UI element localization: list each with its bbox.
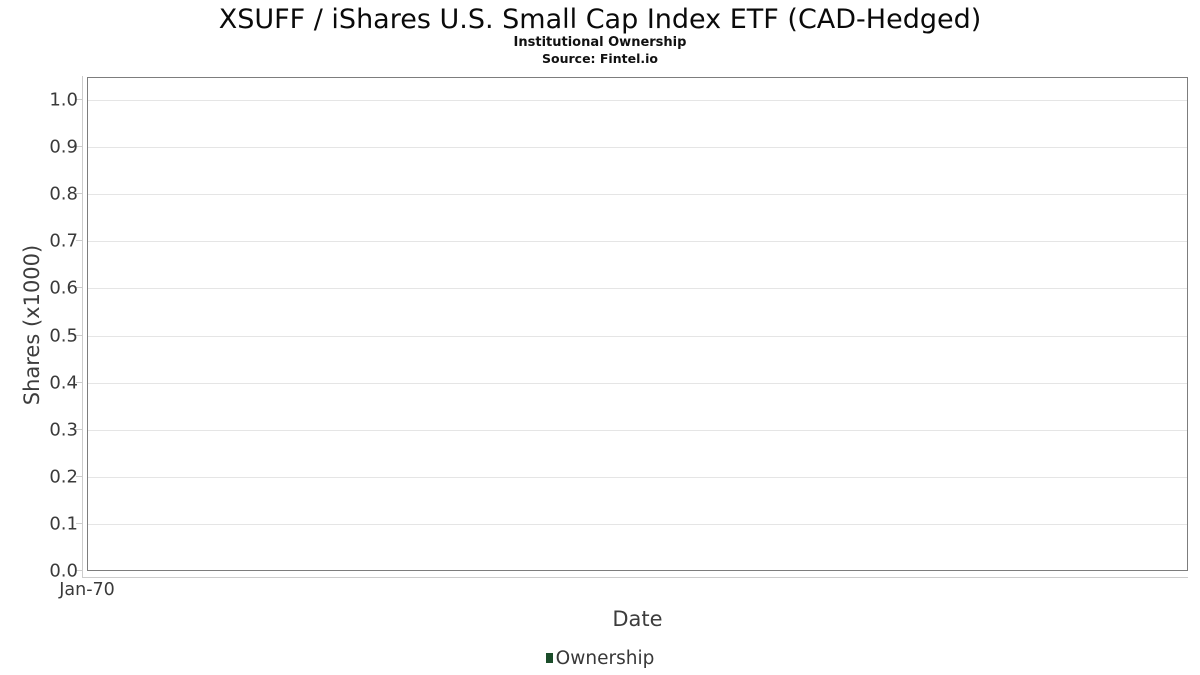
y-tick-mark <box>76 99 83 100</box>
gridline <box>88 429 1187 431</box>
gridline <box>88 382 1187 384</box>
chart-source-credit: Source: Fintel.io <box>542 51 658 66</box>
y-tick-label: 0.7 <box>49 230 78 252</box>
legend-item-ownership: Ownership <box>545 647 655 669</box>
y-tick-mark <box>76 570 83 571</box>
y-tick-label: 0.9 <box>49 136 78 158</box>
y-tick-label: 0.5 <box>49 325 78 346</box>
y-tick-label: 0.6 <box>49 277 78 299</box>
legend-label: Ownership <box>555 647 655 669</box>
x-axis-line <box>82 577 1188 578</box>
y-tick-mark <box>76 193 83 195</box>
gridline <box>88 335 1187 337</box>
gridline <box>88 288 1187 290</box>
gridline <box>88 523 1187 525</box>
x-axis-title: Date <box>612 607 663 631</box>
gridline <box>88 147 1187 149</box>
y-tick-label: 0.1 <box>49 513 78 535</box>
y-tick-mark <box>76 240 83 242</box>
x-tick-label: Jan-70 <box>59 580 115 600</box>
y-tick-label: 0.3 <box>49 419 78 441</box>
gridline <box>88 241 1187 243</box>
y-tick-label: 0.2 <box>49 466 78 488</box>
y-tick-label: 1.0 <box>49 89 78 111</box>
chart-title: XSUFF / iShares U.S. Small Cap Index ETF… <box>218 4 982 35</box>
y-tick-mark <box>76 522 83 524</box>
gridline <box>88 476 1187 478</box>
y-tick-label: 0.0 <box>49 560 78 582</box>
legend-swatch-icon <box>545 653 553 663</box>
plot-area <box>87 77 1188 571</box>
gridline <box>88 100 1187 101</box>
y-axis-title: Shares (x1000) <box>20 244 44 406</box>
y-tick-mark <box>76 334 83 336</box>
y-tick-mark <box>76 428 83 430</box>
y-tick-mark <box>76 475 83 477</box>
y-tick-label: 0.4 <box>49 372 78 394</box>
y-tick-mark <box>76 146 83 148</box>
chart-legend: Ownership <box>0 645 1200 671</box>
y-tick-mark <box>76 381 83 383</box>
chart-subtitle: Institutional Ownership <box>513 35 687 50</box>
gridline <box>88 194 1187 196</box>
y-tick-label: 0.8 <box>49 183 78 205</box>
y-tick-mark <box>76 287 83 289</box>
y-axis-line <box>82 76 83 577</box>
